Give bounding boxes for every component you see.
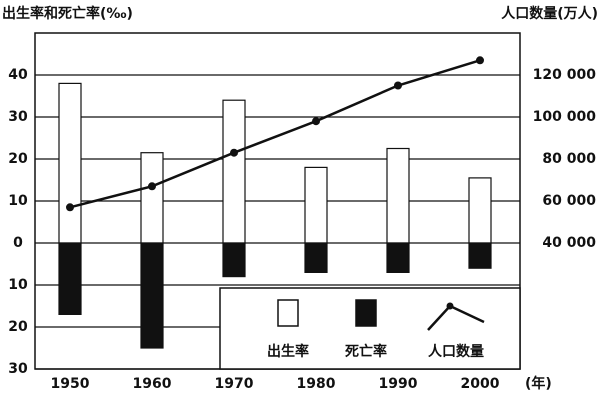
bar [468,177,492,244]
y-tick-label: 30 [8,109,28,125]
y-tick-label: 0 [13,235,23,251]
bar [222,242,246,278]
bar [468,242,492,269]
x-tick-label: 1950 [51,376,90,392]
y-tick-label: 20 [8,151,28,167]
population-point [476,56,484,65]
population-line [69,59,481,209]
population-point [230,148,238,157]
y-tick-label: 30 [8,361,28,377]
legend-label: 出生率 [267,343,309,360]
y2-tick-label: 40 000 [542,235,596,251]
legend-point [446,302,454,310]
y2-axis-title: 人口数量(万人) [501,5,598,22]
bar [386,242,410,273]
y-tick-label: 40 [8,67,28,83]
bar [58,242,82,316]
bar [304,166,328,244]
y2-tick-label: 80 000 [542,151,596,167]
bar [140,242,164,349]
y2-tick-label: 120 000 [533,67,597,83]
y-axis-title: 出生率和死亡率(‰) [2,5,133,22]
bar [58,82,82,244]
x-tick-label: 1980 [297,376,336,392]
x-tick-label: 1960 [133,376,172,392]
y-tick-label: 10 [8,277,28,293]
x-tick-label: 2000 [461,376,500,392]
x-tick-label: 1990 [379,376,418,392]
bar [222,99,246,244]
population-point [312,117,320,126]
y-tick-label: 20 [8,319,28,335]
x-tick-label: 1970 [215,376,254,392]
legend-label: 人口数量 [428,343,484,360]
population-point [66,203,74,212]
legend-swatch [277,299,299,327]
x-axis-unit: (年) [525,375,552,392]
y-tick-label: 10 [8,193,28,209]
population-point [394,81,402,90]
population-point [148,182,156,191]
y2-tick-label: 100 000 [533,109,597,125]
y2-tick-label: 60 000 [542,193,596,209]
bar [386,147,410,244]
bar [140,152,164,244]
bar [304,242,328,273]
legend-label: 死亡率 [344,343,387,360]
legend-swatch [355,299,377,327]
